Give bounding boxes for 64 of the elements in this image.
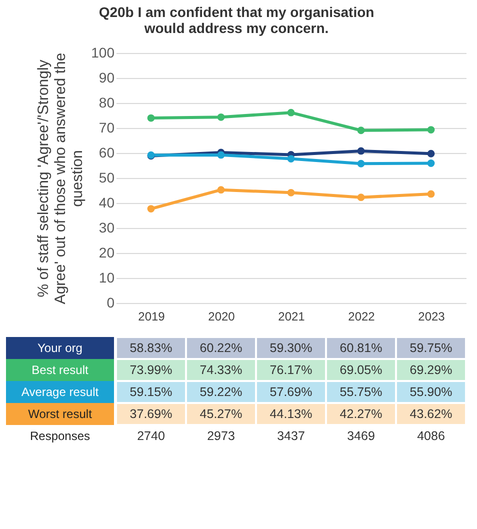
data-label: 44.13% <box>270 407 312 421</box>
point <box>357 194 365 202</box>
point <box>357 147 365 155</box>
text: 3469 <box>347 429 375 443</box>
text: Your org <box>38 341 82 355</box>
y-tick-label: 0 <box>106 294 115 310</box>
x-tick-label: 2019 <box>138 310 166 324</box>
point <box>147 205 155 212</box>
text: 3437 <box>277 429 305 443</box>
x-tick-label: 2022 <box>348 310 376 324</box>
point <box>287 188 295 196</box>
data-label: 73.99% <box>130 363 172 377</box>
point <box>217 151 225 159</box>
point <box>217 186 225 194</box>
y-tick-label: 40 <box>98 194 115 210</box>
data-label: 69.29% <box>410 363 452 377</box>
x-tick-label: 2020 <box>208 310 236 324</box>
text: Best result <box>32 363 90 377</box>
y-tick-label: 90 <box>98 70 115 86</box>
data-label: 37.69% <box>130 407 172 421</box>
text: 2973 <box>207 429 235 443</box>
data-label: 43.62% <box>410 407 452 421</box>
point <box>427 126 435 134</box>
data-label: 42.27% <box>340 407 382 421</box>
data-label: 74.33% <box>200 363 242 377</box>
data-label: 55.75% <box>340 385 382 399</box>
point <box>147 114 155 122</box>
y-tick-label: 10 <box>98 270 115 286</box>
point <box>357 126 365 134</box>
y-tick-label: 100 <box>91 44 115 60</box>
text: 4086 <box>417 429 445 443</box>
data-label: 59.30% <box>270 341 312 355</box>
y-tick-label: 50 <box>98 170 115 186</box>
x-tick-label: 2023 <box>418 310 446 324</box>
y-tick-label: 20 <box>98 244 115 260</box>
y-axis-title: % of staff selecting 'Agree'/'Strongly Agree' out of those who answered the question <box>35 52 86 304</box>
data-label: 60.22% <box>200 341 242 355</box>
point <box>357 160 365 168</box>
x-tick-label: 2021 <box>278 310 306 324</box>
y-tick-label: 60 <box>98 144 115 160</box>
data-label: 58.83% <box>130 341 172 355</box>
y-tick-label: 30 <box>98 220 115 236</box>
text: 2740 <box>137 429 165 443</box>
text: Worst result <box>28 407 93 421</box>
chart-title: Q20b I am confident that my organisation would address my concern. <box>98 4 374 36</box>
data-label: 59.15% <box>130 385 172 399</box>
point <box>287 108 295 116</box>
point <box>427 150 435 158</box>
data-label: 55.90% <box>410 385 452 399</box>
point <box>427 160 435 167</box>
y-tick-label: 70 <box>98 120 115 136</box>
data-label: 60.81% <box>340 341 382 355</box>
point <box>427 190 435 198</box>
data-label: 69.05% <box>340 363 382 377</box>
text: Average result <box>21 385 100 399</box>
data-label: 76.17% <box>270 363 312 377</box>
y-tick-label: 80 <box>98 94 115 110</box>
data-label: 57.69% <box>270 385 312 399</box>
data-label: 59.22% <box>200 385 242 399</box>
data-label: 45.27% <box>200 407 242 421</box>
data-label: 59.75% <box>410 341 452 355</box>
point <box>217 113 225 121</box>
point <box>287 155 295 162</box>
text: Responses <box>30 429 90 443</box>
